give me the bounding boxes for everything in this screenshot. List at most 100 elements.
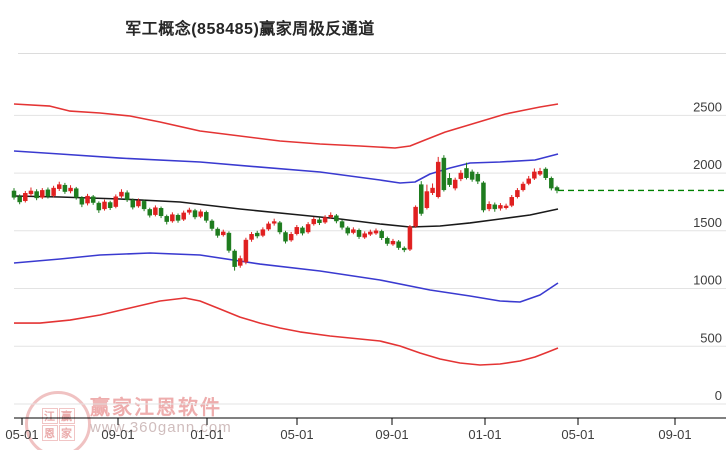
candle xyxy=(334,215,339,222)
x-axis-label: 05-01 xyxy=(561,427,594,442)
candle xyxy=(96,202,102,211)
candle xyxy=(266,223,271,230)
candle xyxy=(237,258,243,266)
candle xyxy=(181,212,186,220)
candle xyxy=(147,209,152,216)
x-axis-label: 09-01 xyxy=(375,427,408,442)
candle xyxy=(356,229,362,237)
x-axis-label: 09-01 xyxy=(658,427,691,442)
candle xyxy=(413,206,418,227)
x-axis-label: 05-01 xyxy=(280,427,313,442)
candle xyxy=(119,191,124,197)
page-title: 军工概念(858485)赢家周极反通道 xyxy=(125,21,375,38)
watermark-logo-char: 家 xyxy=(58,424,75,441)
candle xyxy=(187,209,192,213)
candle xyxy=(124,192,130,200)
watermark-logo-characters: 江 赢 恩 家 xyxy=(41,407,75,441)
candle xyxy=(68,187,73,192)
candle xyxy=(294,227,300,234)
candle xyxy=(102,201,107,210)
x-axis-label: 09-01 xyxy=(101,427,134,442)
candle xyxy=(509,197,514,206)
title-separator xyxy=(18,53,726,54)
candle xyxy=(243,239,249,263)
watermark-logo-char: 赢 xyxy=(58,407,75,424)
candle xyxy=(192,210,198,218)
candle xyxy=(407,226,413,250)
channel-line-lower-blue xyxy=(13,252,559,303)
candle xyxy=(107,202,113,208)
candle xyxy=(526,178,531,184)
candle xyxy=(249,234,254,240)
y-axis-label: 2000 xyxy=(693,157,722,172)
candle xyxy=(435,161,441,197)
channel-line-middle-black xyxy=(13,195,559,228)
candle xyxy=(520,183,526,191)
candle xyxy=(464,168,469,178)
candle xyxy=(90,196,96,203)
y-axis-label: 1500 xyxy=(693,215,722,230)
candle xyxy=(469,171,475,180)
candle xyxy=(11,190,17,198)
candle xyxy=(532,171,537,179)
channel-line-upper-red xyxy=(13,103,559,149)
candle xyxy=(73,188,79,198)
candle xyxy=(362,233,367,238)
candle xyxy=(554,187,560,191)
candle xyxy=(396,241,401,248)
candle xyxy=(385,238,390,244)
candle xyxy=(543,168,548,178)
candle xyxy=(56,184,62,189)
candle xyxy=(209,220,215,229)
x-axis-label: 05-01 xyxy=(5,427,38,442)
watermark-brand-text: 赢家江恩软件 xyxy=(90,397,222,419)
candle xyxy=(458,172,464,180)
x-axis-label: 01-01 xyxy=(468,427,501,442)
candle xyxy=(260,229,266,236)
candle xyxy=(40,190,45,198)
watermark-url-text: www.360gann.com xyxy=(90,419,232,436)
candle xyxy=(23,193,28,202)
candle xyxy=(226,232,232,251)
candle xyxy=(141,201,147,210)
watermark-logo-icon: 江 赢 恩 家 xyxy=(25,391,91,450)
channel-line-upper-blue xyxy=(13,150,559,184)
candle xyxy=(277,222,283,233)
candle xyxy=(136,200,141,207)
candle xyxy=(351,229,356,233)
candle xyxy=(130,199,136,208)
candle xyxy=(475,173,481,182)
y-axis-label: 0 xyxy=(715,388,722,403)
candle xyxy=(537,171,543,175)
candle xyxy=(322,217,328,223)
candle xyxy=(311,219,317,225)
candle xyxy=(498,205,503,209)
candle xyxy=(283,232,288,242)
candle xyxy=(492,204,498,210)
candle xyxy=(158,208,164,217)
candle xyxy=(430,187,435,193)
candle xyxy=(373,230,379,234)
candle xyxy=(447,178,452,185)
candle xyxy=(45,189,51,197)
candle xyxy=(481,182,486,211)
candle xyxy=(441,157,447,191)
candle xyxy=(51,187,56,196)
candle xyxy=(486,203,492,210)
candle xyxy=(305,224,311,233)
candle xyxy=(288,234,294,241)
candle xyxy=(345,227,350,234)
candle xyxy=(204,212,209,221)
y-axis-label: 2500 xyxy=(693,99,722,114)
candle xyxy=(215,228,220,236)
candle xyxy=(379,231,384,238)
candle xyxy=(515,190,520,197)
candle xyxy=(328,214,333,218)
candle xyxy=(85,195,90,204)
watermark-logo-char: 江 xyxy=(41,407,58,424)
candle xyxy=(317,219,322,223)
candle xyxy=(17,196,22,203)
candle xyxy=(28,190,34,195)
candle xyxy=(300,227,305,234)
